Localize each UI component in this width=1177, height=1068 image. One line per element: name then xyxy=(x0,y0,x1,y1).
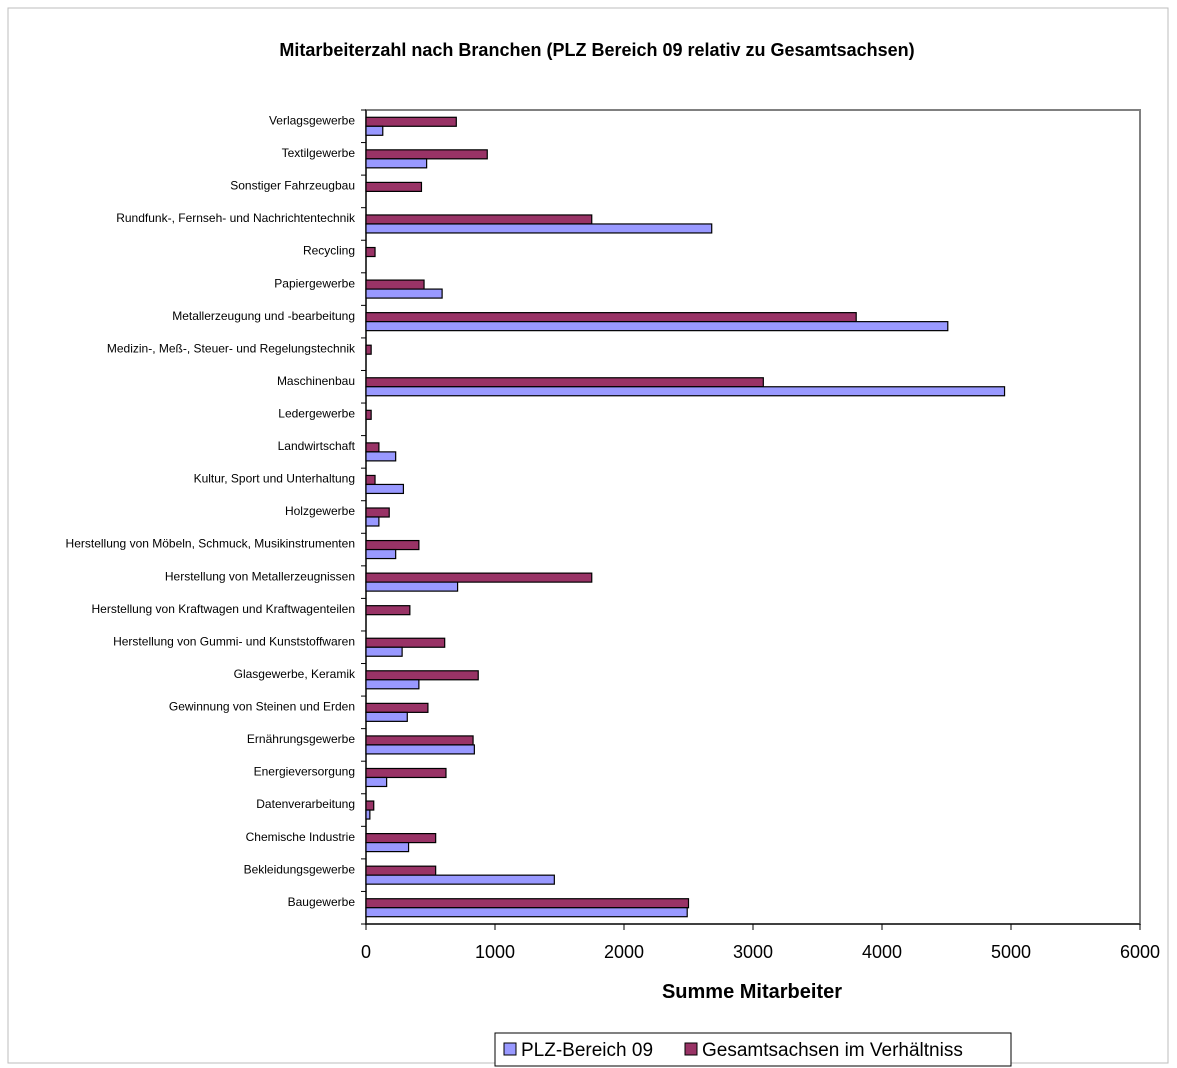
category-label-kultur-sport-und-unterhaltung: Kultur, Sport und Unterhaltung xyxy=(194,472,355,486)
bar-gesamtsachsen-herstellung-von-moebeln-schmuck-musikinstrumenten xyxy=(365,539,420,551)
category-label-herstellung-von-metallerzeugnissen: Herstellung von Metallerzeugnissen xyxy=(165,569,355,583)
bar-plz-bereich-09-maschinenbau xyxy=(365,386,1006,397)
category-label-datenverarbeitung: Datenverarbeitung xyxy=(256,797,355,811)
bar-plz-bereich-09-rundfunk-fernseh-und-nachrichtentechnik xyxy=(365,223,713,234)
legend-swatch-plz-bereich-09 xyxy=(503,1042,517,1056)
category-label-energieversorgung: Energieversorgung xyxy=(254,765,355,779)
bar-plz-bereich-09-landwirtschaft xyxy=(365,451,397,462)
bar-gesamtsachsen-baugewerbe xyxy=(365,898,690,909)
bar-plz-bereich-09-verlagsgewerbe xyxy=(365,125,384,136)
category-labels: Verlagsgewerbe Textilgewerbe Sonstiger Fah… xyxy=(66,109,367,925)
category-label-baugewerbe: Baugewerbe xyxy=(288,895,356,909)
bar-plz-bereich-09-textilgewerbe xyxy=(365,158,428,169)
bar-plz-bereich-09-bekleidungsgewerbe xyxy=(365,874,555,885)
bar-gesamtsachsen-verlagsgewerbe xyxy=(365,116,457,127)
bar-gesamtsachsen-maschinenbau xyxy=(365,377,764,388)
category-label-metallerzeugung-und-bearbeitung: Metallerzeugung und -bearbeitung xyxy=(172,309,355,323)
bar-plz-bereich-09-datenverarbeitung xyxy=(365,809,371,820)
x-tick-label-6000: 6000 xyxy=(1120,942,1160,962)
legend: PLZ-Bereich 09 Gesamtsachsen im Verhältn… xyxy=(494,1032,1012,1067)
bar-plz-bereich-09-herstellung-von-gummi-und-kunststoffwaren xyxy=(365,646,403,657)
bar-plz-bereich-09-energieversorgung xyxy=(365,776,388,788)
x-axis: 0 1000 2000 3000 4000 5000 6000 xyxy=(361,923,1160,962)
x-tick-label-2000: 2000 xyxy=(604,942,644,962)
legend-box xyxy=(494,1032,1012,1067)
bar-gesamtsachsen-medizin-mess-steuer-und-regelungstechnik xyxy=(365,344,372,355)
chart-title: Mitarbeiterzahl nach Branchen (PLZ Berei… xyxy=(279,40,914,60)
category-label-herstellung-von-kraftwagen-und-kraftwagenteilen: Herstellung von Kraftwagen und Kraftwage… xyxy=(92,602,356,616)
bar-gesamtsachsen-glasgewerbe-keramik xyxy=(365,670,479,681)
bar-plz-bereich-09-metallerzeugung-und-bearbeitung xyxy=(365,321,949,332)
bar-plz-bereich-09-gewinnung-von-steinen-und-erden xyxy=(365,711,408,722)
bar-gesamtsachsen-papiergewerbe xyxy=(365,279,425,290)
bar-plz-bereich-09-holzgewerbe xyxy=(365,516,380,527)
category-label-papiergewerbe: Papiergewerbe xyxy=(274,276,355,290)
bar-gesamtsachsen-herstellung-von-metallerzeugnissen xyxy=(365,572,593,583)
x-tick-label-4000: 4000 xyxy=(862,942,902,962)
bar-plz-bereich-09-glasgewerbe-keramik xyxy=(365,679,420,690)
bar-plz-bereich-09-herstellung-von-moebeln-schmuck-musikinstrumenten xyxy=(365,548,397,560)
bar-gesamtsachsen-gewinnung-von-steinen-und-erden xyxy=(365,702,429,713)
category-label-textilgewerbe: Textilgewerbe xyxy=(282,146,356,160)
bar-gesamtsachsen-holzgewerbe xyxy=(365,507,390,518)
category-label-maschinenbau: Maschinenbau xyxy=(277,374,355,388)
bar-gesamtsachsen-sonstiger-fahrzeugbau xyxy=(365,181,423,192)
bar-gesamtsachsen-bekleidungsgewerbe xyxy=(365,865,437,876)
category-label-ledergewerbe: Ledergewerbe xyxy=(278,406,355,420)
x-tick-label-3000: 3000 xyxy=(733,942,773,962)
bar-gesamtsachsen-ernaehrungsgewerbe xyxy=(365,735,474,746)
x-axis-title: Summe Mitarbeiter xyxy=(662,981,842,1003)
category-label-ernaehrungsgewerbe: Ernährungsgewerbe xyxy=(247,732,355,746)
category-label-bekleidungsgewerbe: Bekleidungsgewerbe xyxy=(244,862,356,876)
x-tick-label-1000: 1000 xyxy=(475,942,515,962)
category-label-recycling: Recycling xyxy=(303,244,355,258)
legend-swatch-gesamtsachsen xyxy=(684,1042,698,1056)
bar-gesamtsachsen-chemische-industrie xyxy=(365,832,437,844)
category-label-sonstiger-fahrzeugbau: Sonstiger Fahrzeugbau xyxy=(230,179,355,193)
bar-plz-bereich-09-papiergewerbe xyxy=(365,288,443,299)
bar-gesamtsachsen-rundfunk-fernseh-und-nachrichtentechnik xyxy=(365,214,593,225)
bar-plz-bereich-09-ernaehrungsgewerbe xyxy=(365,744,475,755)
bar-gesamtsachsen-datenverarbeitung xyxy=(365,800,375,811)
category-label-gewinnung-von-steinen-und-erden: Gewinnung von Steinen und Erden xyxy=(169,700,355,714)
bar-gesamtsachsen-herstellung-von-kraftwagen-und-kraftwagenteilen xyxy=(365,605,411,616)
category-label-landwirtschaft: Landwirtschaft xyxy=(278,439,356,453)
bar-plz-bereich-09-baugewerbe xyxy=(365,907,688,918)
x-tick-label-0: 0 xyxy=(361,942,371,962)
category-label-herstellung-von-moebeln-schmuck-musikinstrumenten: Herstellung von Möbeln, Schmuck, Musikin… xyxy=(66,537,355,551)
category-label-verlagsgewerbe: Verlagsgewerbe xyxy=(269,113,355,127)
category-label-chemische-industrie: Chemische Industrie xyxy=(246,830,356,844)
category-label-glasgewerbe-keramik: Glasgewerbe, Keramik xyxy=(234,667,356,681)
bar-gesamtsachsen-landwirtschaft xyxy=(365,442,380,453)
x-tick-label-5000: 5000 xyxy=(991,942,1031,962)
bar-gesamtsachsen-recycling xyxy=(365,246,376,258)
legend-label-plz-bereich-09: PLZ-Bereich 09 xyxy=(521,1040,653,1061)
plot-area xyxy=(365,109,1141,925)
bar-gesamtsachsen-kultur-sport-und-unterhaltung xyxy=(365,474,376,486)
bar-gesamtsachsen-metallerzeugung-und-bearbeitung xyxy=(365,312,857,323)
category-label-medizin-mess-steuer-und-regelungstechnik: Medizin-, Meß-, Steuer- und Regelungstec… xyxy=(107,341,356,355)
bar-plz-bereich-09-chemische-industrie xyxy=(365,841,410,853)
category-label-holzgewerbe: Holzgewerbe xyxy=(285,504,355,518)
bar-gesamtsachsen-herstellung-von-gummi-und-kunststoffwaren xyxy=(365,637,446,648)
bar-gesamtsachsen-energieversorgung xyxy=(365,767,447,779)
legend-label-gesamtsachsen: Gesamtsachsen im Verhältniss xyxy=(702,1040,963,1061)
bar-plz-bereich-09-herstellung-von-metallerzeugnissen xyxy=(365,581,459,592)
bar-plz-bereich-09-kultur-sport-und-unterhaltung xyxy=(365,483,405,495)
category-label-herstellung-von-gummi-und-kunststoffwaren: Herstellung von Gummi- und Kunststoffwar… xyxy=(113,634,355,648)
bar-gesamtsachsen-textilgewerbe xyxy=(365,149,488,160)
category-label-rundfunk-fernseh-und-nachrichtentechnik: Rundfunk-, Fernseh- und Nachrichtentechn… xyxy=(116,211,356,225)
bar-gesamtsachsen-ledergewerbe xyxy=(365,409,372,420)
